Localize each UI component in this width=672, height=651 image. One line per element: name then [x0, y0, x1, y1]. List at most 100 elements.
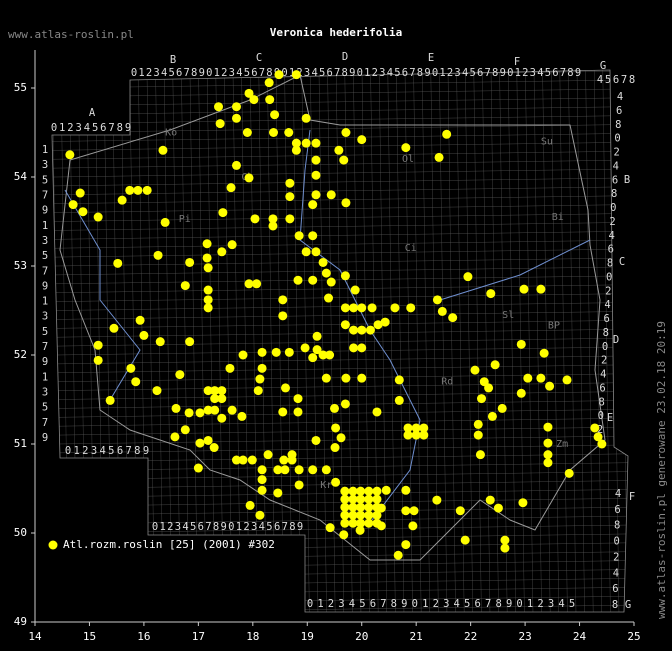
border — [59, 74, 606, 561]
occurrence-dot — [403, 423, 413, 433]
occurrence-dot — [294, 465, 304, 475]
legend-marker — [48, 540, 58, 550]
occurrence-dot — [227, 240, 237, 250]
occurrence-dot — [381, 485, 391, 495]
region-label: BP — [548, 321, 560, 332]
x-tick-label: 15 — [83, 630, 96, 643]
grid-letter: E — [607, 412, 613, 424]
grid-letter: B — [624, 174, 630, 186]
occurrence-dot — [373, 320, 383, 330]
occurrence-dot — [519, 284, 529, 294]
grid-letter: E — [428, 52, 434, 64]
occurrence-dot — [311, 155, 321, 165]
occurrence-dot — [244, 88, 254, 98]
occurrence-dot — [340, 399, 350, 409]
occurrence-dot — [356, 502, 366, 512]
grid-letter: G — [600, 60, 606, 72]
occurrence-dot — [175, 370, 185, 380]
occurrence-dot — [411, 423, 421, 433]
occurrence-dot — [311, 138, 321, 148]
occurrence-dot — [238, 455, 248, 465]
occurrence-dot — [497, 403, 507, 413]
occurrence-dot — [448, 313, 458, 323]
occurrence-dot — [185, 337, 195, 347]
occurrence-dot — [516, 388, 526, 398]
occurrence-dot — [564, 468, 574, 478]
occurrence-dot — [203, 405, 213, 415]
y-tick-label: 49 — [14, 615, 27, 628]
occurrence-dot — [349, 303, 359, 313]
occurrence-dot — [597, 439, 607, 449]
occurrence-dot — [364, 494, 374, 504]
occurrence-dot — [264, 78, 274, 88]
occurrence-dot — [268, 214, 278, 224]
occurrence-dot — [372, 518, 382, 528]
occurrence-dot — [312, 331, 322, 341]
occurrence-dot — [325, 523, 335, 533]
occurrence-dot — [321, 465, 331, 475]
occurrence-dot — [543, 438, 553, 448]
occurrence-dot — [419, 430, 429, 440]
occurrence-dot — [372, 486, 382, 496]
occurrence-dot — [203, 263, 213, 273]
occurrence-dot — [372, 510, 382, 520]
region-label: Bi — [552, 212, 564, 223]
occurrence-dot — [326, 190, 336, 200]
occurrence-dot — [294, 231, 304, 241]
occurrence-dot — [93, 355, 103, 365]
occurrence-dot — [202, 239, 212, 249]
grid-letter: C — [256, 52, 262, 64]
occurrence-dot — [291, 145, 301, 155]
occurrence-dot — [341, 373, 351, 383]
title: Veronica hederifolia — [270, 26, 402, 39]
occurrence-dot — [432, 495, 442, 505]
occurrence-dot — [543, 458, 553, 468]
x-tick-label: 24 — [573, 630, 587, 643]
occurrence-dot — [356, 494, 366, 504]
occurrence-dot — [485, 495, 495, 505]
occurrence-dot — [308, 353, 318, 363]
river — [439, 239, 591, 301]
occurrence-dot — [193, 463, 203, 473]
occurrence-dot — [350, 285, 360, 295]
occurrence-dot — [265, 95, 275, 105]
occurrence-dot — [293, 275, 303, 285]
y-tick-label: 53 — [14, 259, 27, 272]
occurrence-dot — [341, 128, 351, 137]
occurrence-dot — [135, 315, 145, 325]
grid-letter: C — [619, 256, 625, 268]
occurrence-dot — [331, 423, 341, 433]
occurrence-dot — [334, 145, 344, 155]
occurrence-dot — [203, 295, 213, 305]
occurrence-dot — [279, 455, 289, 465]
occurrence-dot — [113, 258, 123, 268]
occurrence-dot — [126, 363, 136, 373]
occurrence-dot — [285, 178, 295, 188]
x-tick-label: 21 — [410, 630, 423, 643]
occurrence-dot — [442, 129, 452, 139]
occurrence-dot — [365, 325, 375, 335]
occurrence-dot — [562, 375, 572, 385]
grid-letter: F — [514, 56, 520, 68]
occurrence-dot — [401, 143, 411, 153]
occurrence-dot — [372, 407, 382, 417]
occurrence-dot — [311, 170, 321, 180]
occurrence-dot — [477, 394, 487, 404]
occurrence-dot — [210, 405, 220, 415]
occurrence-dot — [308, 200, 318, 210]
occurrence-dot — [357, 373, 367, 383]
occurrence-dot — [237, 411, 247, 421]
occurrence-dot — [321, 373, 331, 383]
occurrence-dot — [268, 221, 278, 231]
occurrence-dot — [357, 325, 367, 335]
occurrence-dot — [133, 185, 143, 195]
grid-area — [51, 69, 629, 613]
occurrence-dot — [301, 113, 311, 123]
occurrence-dot — [356, 518, 366, 528]
occurrence-dot — [340, 320, 350, 330]
occurrence-dot — [117, 195, 127, 205]
